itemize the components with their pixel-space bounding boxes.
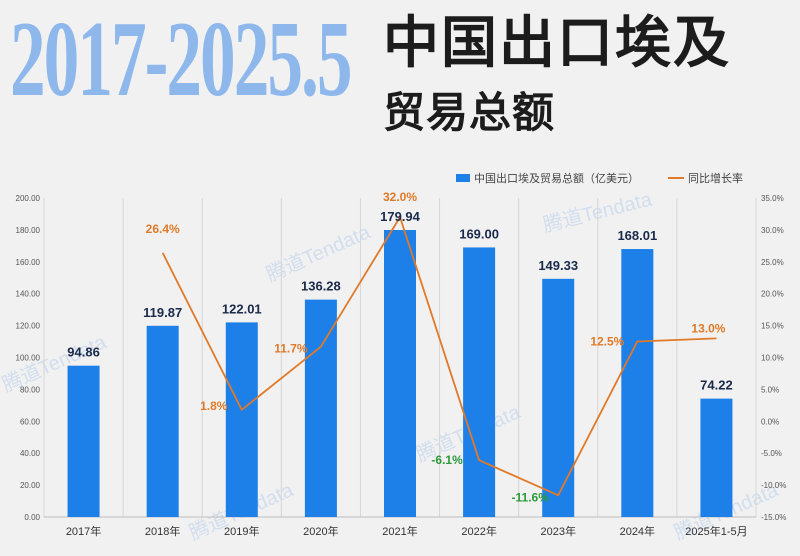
growth-line — [161, 216, 717, 497]
legend-bar-label: 中国出口埃及贸易总额（亿美元） — [474, 171, 639, 185]
watermark-text: 腾道Tendata — [263, 220, 375, 287]
y-left-tick-label: 120.00 — [16, 322, 41, 331]
bar-value-label: 94.86 — [67, 345, 100, 360]
growth-value-label: 11.7% — [274, 342, 308, 356]
growth-value-label: -11.6% — [512, 490, 550, 504]
y-left-tick-label: 100.00 — [16, 354, 41, 363]
growth-value-label: -6.1% — [431, 453, 463, 467]
x-tick-label: 2023年 — [540, 524, 575, 538]
bar-value-label: 136.28 — [301, 279, 341, 294]
y-right-tick-label: 20.0% — [761, 290, 784, 299]
growth-value-label: 1.8% — [200, 399, 228, 413]
growth-value-label: 12.5% — [590, 335, 624, 349]
y-right-tick-label: -5.0% — [761, 449, 782, 458]
plot-area: 0.00 20.00 40.00 60.00 80.00 100.00 120.00 140.… — [16, 190, 787, 538]
bar-value-label: 122.01 — [222, 301, 262, 316]
y-left-tick-label: 160.00 — [16, 258, 41, 267]
x-tick-label: 2018年 — [145, 524, 180, 538]
bar-value-label: 119.87 — [143, 305, 182, 320]
y-left-tick-label: 40.00 — [20, 449, 41, 458]
bar — [700, 398, 733, 517]
y-right-tick-label: 10.0% — [761, 354, 784, 363]
legend-bar-swatch — [456, 174, 470, 182]
x-tick-label: 2022年 — [461, 524, 496, 538]
bar — [67, 365, 100, 517]
y-left-tick-label: 0.00 — [24, 513, 40, 522]
legend-line-label: 同比增长率 — [688, 171, 743, 185]
y-right-tick-label: 15.0% — [761, 322, 784, 331]
bar — [225, 322, 258, 517]
bar-value-label: 179.94 — [380, 209, 421, 224]
chart-legend: 中国出口埃及贸易总额（亿美元） 同比增长率 — [456, 171, 743, 185]
y-right-tick-label: 25.0% — [761, 258, 784, 267]
growth-value-label: 32.0% — [383, 190, 417, 204]
x-tick-label: 2017年 — [66, 524, 101, 538]
bar — [463, 247, 496, 517]
bar-value-label: 168.01 — [617, 228, 657, 243]
y-left-tick-label: 80.00 — [20, 385, 41, 394]
y-left-tick-label: 60.00 — [20, 417, 41, 426]
x-tick-label: 2025年1-5月 — [685, 524, 747, 538]
y-right-tick-label: 30.0% — [761, 226, 784, 235]
years-heading: 2017-2025.5 — [10, 0, 353, 119]
bar — [146, 325, 179, 517]
x-tick-label: 2021年 — [382, 524, 417, 538]
y-left-tick-label: 180.00 — [16, 226, 41, 235]
y-left-tick-label: 20.00 — [20, 481, 41, 490]
y-right-tick-label: 0.0% — [761, 417, 779, 426]
x-tick-label: 2019年 — [224, 524, 259, 538]
y-right-tick-label: -10.0% — [761, 481, 786, 490]
bar — [384, 229, 416, 517]
y-right-tick-label: 35.0% — [761, 194, 784, 203]
y-left-tick-label: 140.00 — [16, 290, 41, 299]
growth-value-label: 26.4% — [146, 222, 180, 236]
y-right-tick-label: -15.0% — [761, 513, 786, 522]
x-tick-label: 2024年 — [620, 524, 655, 538]
bar — [621, 249, 654, 517]
growth-value-label: 13.0% — [691, 321, 725, 335]
bar-value-label: 169.00 — [459, 226, 499, 241]
bar-value-label: 149.33 — [538, 258, 578, 273]
page-subtitle: 贸易总额 — [383, 88, 556, 137]
x-tick-label: 2020年 — [303, 524, 338, 538]
page-title: 中国出口埃及 — [383, 11, 731, 76]
y-right-tick-label: 5.0% — [761, 385, 779, 394]
bar-value-label: 74.22 — [700, 378, 733, 393]
y-left-tick-label: 200.00 — [16, 194, 41, 203]
bar — [542, 278, 575, 517]
bar — [304, 299, 337, 517]
